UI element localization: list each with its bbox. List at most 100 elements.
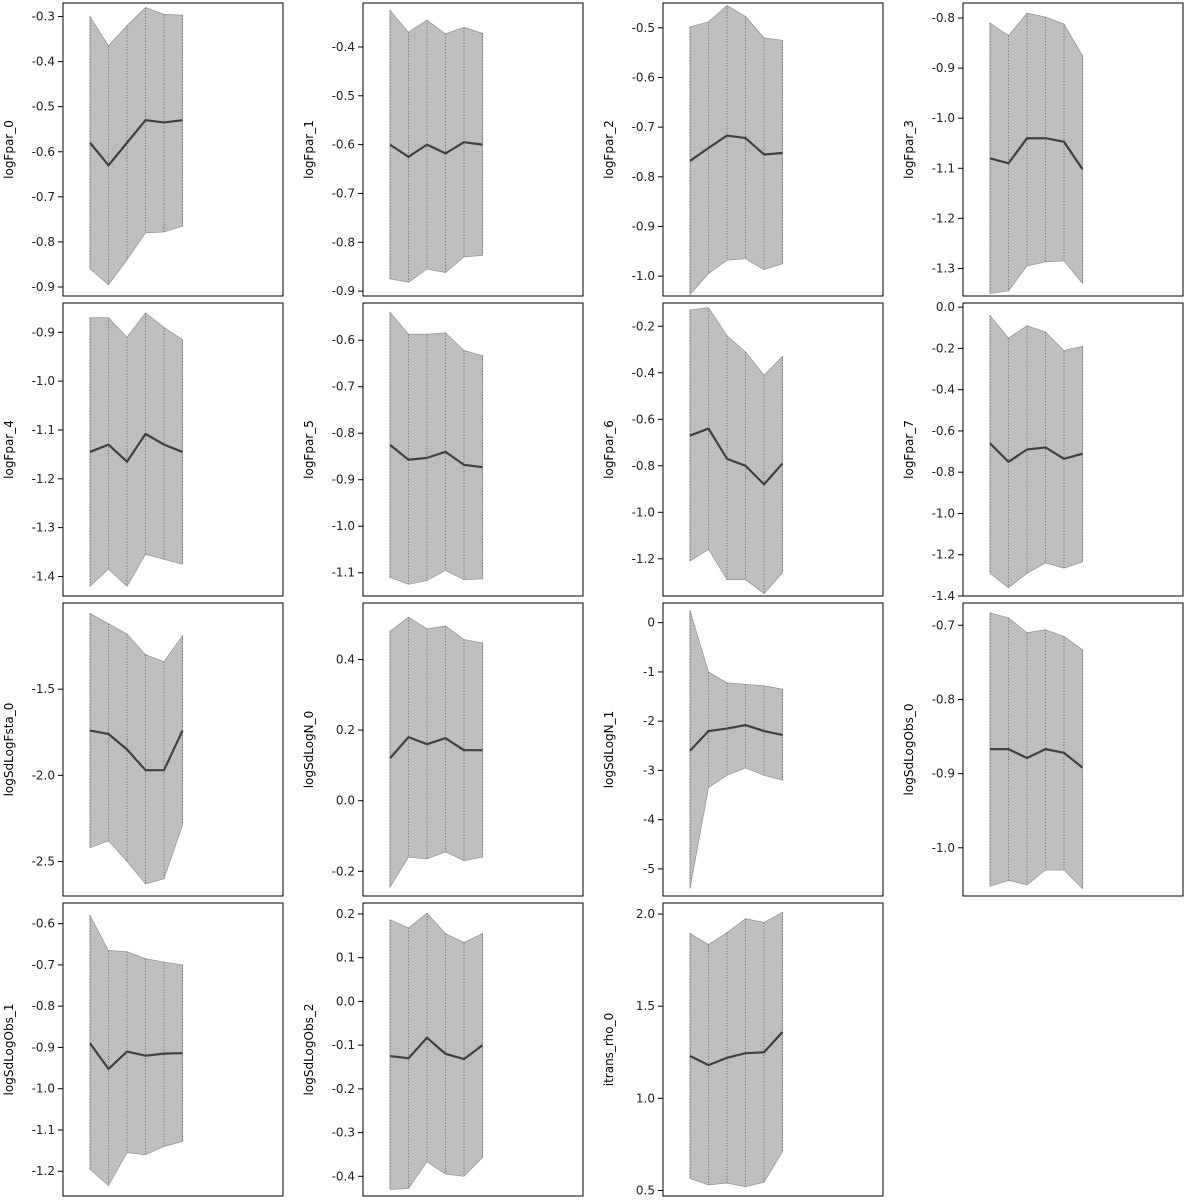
confidence-band (89, 7, 183, 286)
y-tick-label: -1.0 (932, 111, 955, 125)
confidence-band (689, 911, 783, 1188)
y-tick-label: -0.8 (932, 11, 955, 25)
estimate-line (389, 1036, 484, 1061)
confidence-band (989, 12, 1083, 294)
estimate-line (689, 1031, 784, 1067)
confidence-band (989, 612, 1083, 890)
y-tick-label: -2.0 (32, 768, 55, 782)
y-tick-label: -0.6 (332, 138, 355, 152)
y-tick-label: -0.9 (332, 473, 355, 487)
y-tick-label: 0.2 (336, 723, 355, 737)
estimate-line (389, 443, 483, 469)
confidence-band (389, 9, 483, 283)
y-tick-label: 0.4 (336, 652, 355, 666)
plot-frame (362, 902, 584, 1197)
chart-panel: 0.0 -0.2 -0.4 -0.6 -0.8 -1.0 -1.2 -1.4 logFpar_7 (900, 300, 1200, 600)
y-tick-label: -1 (643, 665, 655, 679)
y-tick-label: -0.8 (932, 465, 955, 479)
y-tick-label: -0.6 (932, 424, 955, 438)
estimate-line (689, 134, 783, 162)
y-tick-label: -0.3 (332, 1126, 355, 1140)
y-tick-label: 0.0 (336, 994, 355, 1008)
y-tick-label: -2.5 (32, 855, 55, 869)
chart-svg: -1.5 -2.0 -2.5 logSdLogFsta_0 (2, 602, 284, 897)
chart-svg: 0 -1 -2 -3 -4 -5 logSdLogN_1 (602, 602, 884, 897)
confidence-band (89, 612, 183, 885)
plot-frame (362, 602, 584, 897)
y-tick-label: -0.8 (32, 235, 55, 249)
y-tick-label: -0.9 (32, 280, 55, 294)
estimate-line (89, 119, 183, 167)
y-tick-label: -0.6 (632, 412, 655, 426)
y-tick-label: -0.9 (932, 767, 955, 781)
estimate-line (389, 141, 483, 158)
y-tick-label: 0.2 (336, 907, 355, 921)
y-tick-label: -1.4 (32, 569, 55, 583)
y-tick-label: -2 (643, 714, 655, 728)
y-tick-label: -1.0 (932, 841, 955, 855)
y-tick-label: -0.7 (332, 380, 355, 394)
confidence-band (389, 912, 483, 1190)
plot-frame (362, 302, 584, 597)
y-tick-label: -0.8 (632, 170, 655, 184)
y-tick-label: -0.4 (332, 40, 355, 54)
y-tick-label: -1.5 (32, 682, 55, 696)
chart-panel: -0.8 -0.9 -1.0 -1.1 -1.2 -1.3 logFpar_3 (900, 0, 1200, 300)
y-tick-label: -0.7 (932, 618, 955, 632)
y-tick-label: -0.4 (32, 55, 55, 69)
y-axis-label: logFpar_7 (902, 420, 916, 479)
plot-frame (662, 2, 884, 297)
chart-panel: -0.6 -0.7 -0.8 -0.9 -1.0 -1.1 logFpar_5 (300, 300, 600, 600)
y-axis-label: logFpar_4 (2, 420, 16, 479)
y-tick-label: -1.2 (932, 211, 955, 225)
y-tick-label: -0.2 (932, 341, 955, 355)
confidence-band (89, 915, 183, 1187)
chart-svg: 2.0 1.5 1.0 0.5 itrans_rho_0 (602, 902, 884, 1197)
y-tick-label: -1.0 (632, 505, 655, 519)
chart-svg: -0.7 -0.8 -0.9 -1.0 logSdLogObs_0 (902, 602, 1184, 897)
plot-frame (62, 602, 284, 897)
y-tick-label: -1.3 (932, 261, 955, 275)
chart-svg: 0.2 0.1 0.0 -0.1 -0.2 -0.3 -0.4 logSdLogObs_2 (302, 902, 584, 1197)
chart-panel: 2.0 1.5 1.0 0.5 itrans_rho_0 (600, 900, 900, 1200)
y-tick-label: 0 (647, 616, 655, 630)
chart-svg: -0.3 -0.4 -0.5 -0.6 -0.7 -0.8 -0.9 logFpar_0 (2, 2, 284, 297)
y-tick-label: -0.6 (32, 917, 55, 931)
y-axis-label: itrans_rho_0 (602, 1013, 616, 1087)
y-tick-label: 2.0 (636, 907, 655, 921)
y-tick-label: 1.5 (636, 999, 655, 1013)
y-tick-label: -0.8 (32, 999, 55, 1013)
y-tick-label: -0.5 (332, 89, 355, 103)
confidence-band (689, 307, 783, 595)
y-tick-label: -0.5 (32, 100, 55, 114)
y-tick-label: -0.4 (632, 366, 655, 380)
y-tick-label: -1.1 (932, 161, 955, 175)
y-tick-label: -1.2 (632, 552, 655, 566)
y-tick-label: -0.2 (332, 1082, 355, 1096)
y-axis-label: logSdLogN_1 (602, 711, 616, 789)
plot-frame (962, 2, 1184, 297)
y-tick-label: -0.9 (32, 1040, 55, 1054)
y-tick-label: 0.1 (336, 951, 355, 965)
chart-svg: -0.9 -1.0 -1.1 -1.2 -1.3 -1.4 logFpar_4 (2, 302, 284, 597)
y-tick-label: -1.4 (932, 589, 955, 600)
y-axis-label: logSdLogObs_2 (302, 1004, 316, 1096)
y-tick-label: -0.8 (332, 426, 355, 440)
y-tick-label: -0.8 (632, 459, 655, 473)
y-tick-label: -0.9 (32, 325, 55, 339)
estimate-line (990, 748, 1084, 769)
estimate-line (89, 729, 184, 772)
y-tick-label: -0.4 (332, 1169, 355, 1183)
chart-svg: 0.4 0.2 0.0 -0.2 logSdLogN_0 (302, 602, 584, 897)
plot-frame (962, 602, 1184, 897)
y-tick-label: -1.0 (32, 1082, 55, 1096)
y-tick-label: -0.7 (32, 190, 55, 204)
y-tick-label: -1.2 (932, 548, 955, 562)
y-tick-label: -1.1 (32, 423, 55, 437)
y-tick-label: -0.9 (932, 61, 955, 75)
y-tick-label: -1.0 (632, 269, 655, 283)
y-axis-label: logFpar_6 (602, 420, 616, 479)
y-axis-label: logSdLogN_0 (302, 711, 316, 789)
y-axis-label: logFpar_5 (302, 420, 316, 479)
confidence-band (989, 314, 1083, 589)
